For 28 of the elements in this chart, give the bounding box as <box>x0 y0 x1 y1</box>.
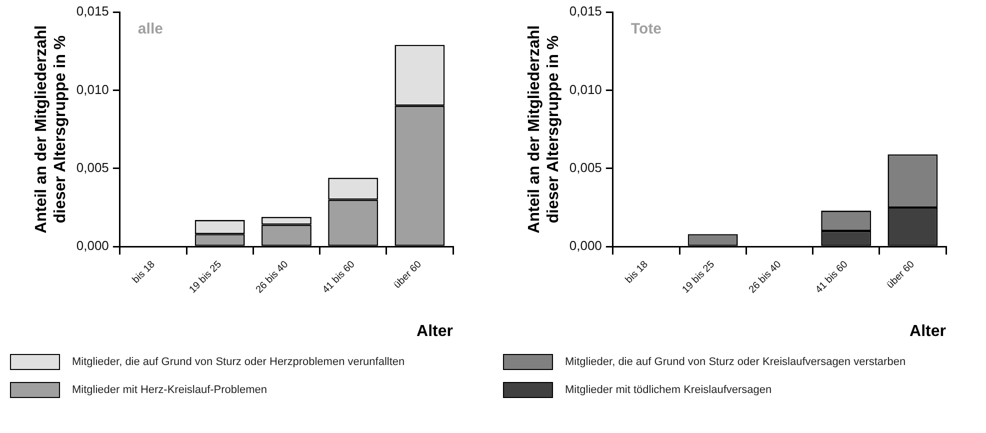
y-tick-label: 0,000 <box>76 238 109 254</box>
y-axis-title: Anteil an der Mitgliederzahl dieser Altersgruppe in % <box>33 25 70 234</box>
x-axis-title: Alter <box>910 322 946 340</box>
x-axis-title: Alter <box>416 322 453 340</box>
y-tick-label: 0,015 <box>569 4 602 19</box>
x-tick-label: über 60 <box>884 258 918 291</box>
y-tick-label: 0,005 <box>76 160 109 175</box>
y-axis-title: Anteil an der Mitgliederzahl dieser Altersgruppe in % <box>526 25 562 234</box>
y-tick-label: 0,015 <box>76 4 109 19</box>
legend-label: Mitglieder, die auf Grund von Sturz oder Herzproblemen verunfallten <box>72 356 405 368</box>
legend-label: Mitglieder mit Herz-Kreislauf-Problemen <box>72 384 268 396</box>
x-tick-label: 41 bis 60 <box>320 258 358 296</box>
x-tick-label: 26 bis 40 <box>747 258 784 296</box>
y-tick-label: 0,010 <box>569 82 602 97</box>
x-tick-label: bis 18 <box>624 258 651 286</box>
text: Tote <box>630 20 662 38</box>
legend-label: Mitglieder, die auf Grund von Sturz oder Kreislaufversagen verstarben <box>565 356 906 368</box>
x-tick-label: über 60 <box>392 258 424 291</box>
x-tick-label: bis 18 <box>130 258 158 286</box>
legend-label: Mitglieder mit tödlichem Kreislaufversagen <box>565 384 772 396</box>
x-tick-label: 41 bis 60 <box>814 258 850 296</box>
y-tick-label: 0,005 <box>569 160 602 175</box>
x-tick-label: 19 bis 25 <box>680 258 718 296</box>
text: alle <box>138 20 163 38</box>
x-tick-label: 26 bis 40 <box>254 258 291 296</box>
x-tick-label: 19 bis 25 <box>187 258 224 296</box>
y-tick-label: 0,010 <box>76 82 109 97</box>
y-tick-label: 0,000 <box>569 238 602 254</box>
